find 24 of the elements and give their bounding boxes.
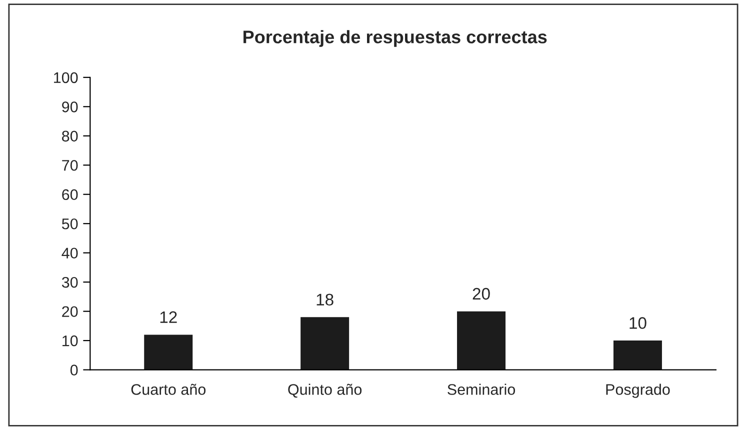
y-tick-label: 0 <box>70 364 78 376</box>
y-tick-label: 60 <box>62 189 78 200</box>
y-tick-label: 40 <box>62 248 78 259</box>
bar <box>613 340 662 370</box>
y-tick-label: 90 <box>62 102 78 112</box>
data-label: 18 <box>316 294 334 306</box>
bar <box>457 311 506 370</box>
x-tick-label: Cuarto año <box>131 384 206 395</box>
y-tick-label: 50 <box>62 218 78 230</box>
data-label: 20 <box>472 288 490 300</box>
y-tick-label: 70 <box>62 160 78 171</box>
y-tick-label: 30 <box>62 276 78 288</box>
x-tick-label: Seminario <box>448 384 516 395</box>
bar <box>300 317 350 370</box>
chart-title: Porcentaje de respuestas correctas <box>244 30 547 47</box>
bar <box>144 334 193 370</box>
y-tick-label: 10 <box>62 335 78 346</box>
y-tick-label: 20 <box>62 306 78 318</box>
x-tick-label: Quinto año <box>288 384 362 398</box>
x-tick-label: Posgrado <box>606 384 670 398</box>
data-label: 12 <box>160 311 177 323</box>
y-tick-label: 100 <box>54 72 78 84</box>
y-tick-label: 80 <box>62 130 78 142</box>
data-label: 10 <box>630 317 646 329</box>
